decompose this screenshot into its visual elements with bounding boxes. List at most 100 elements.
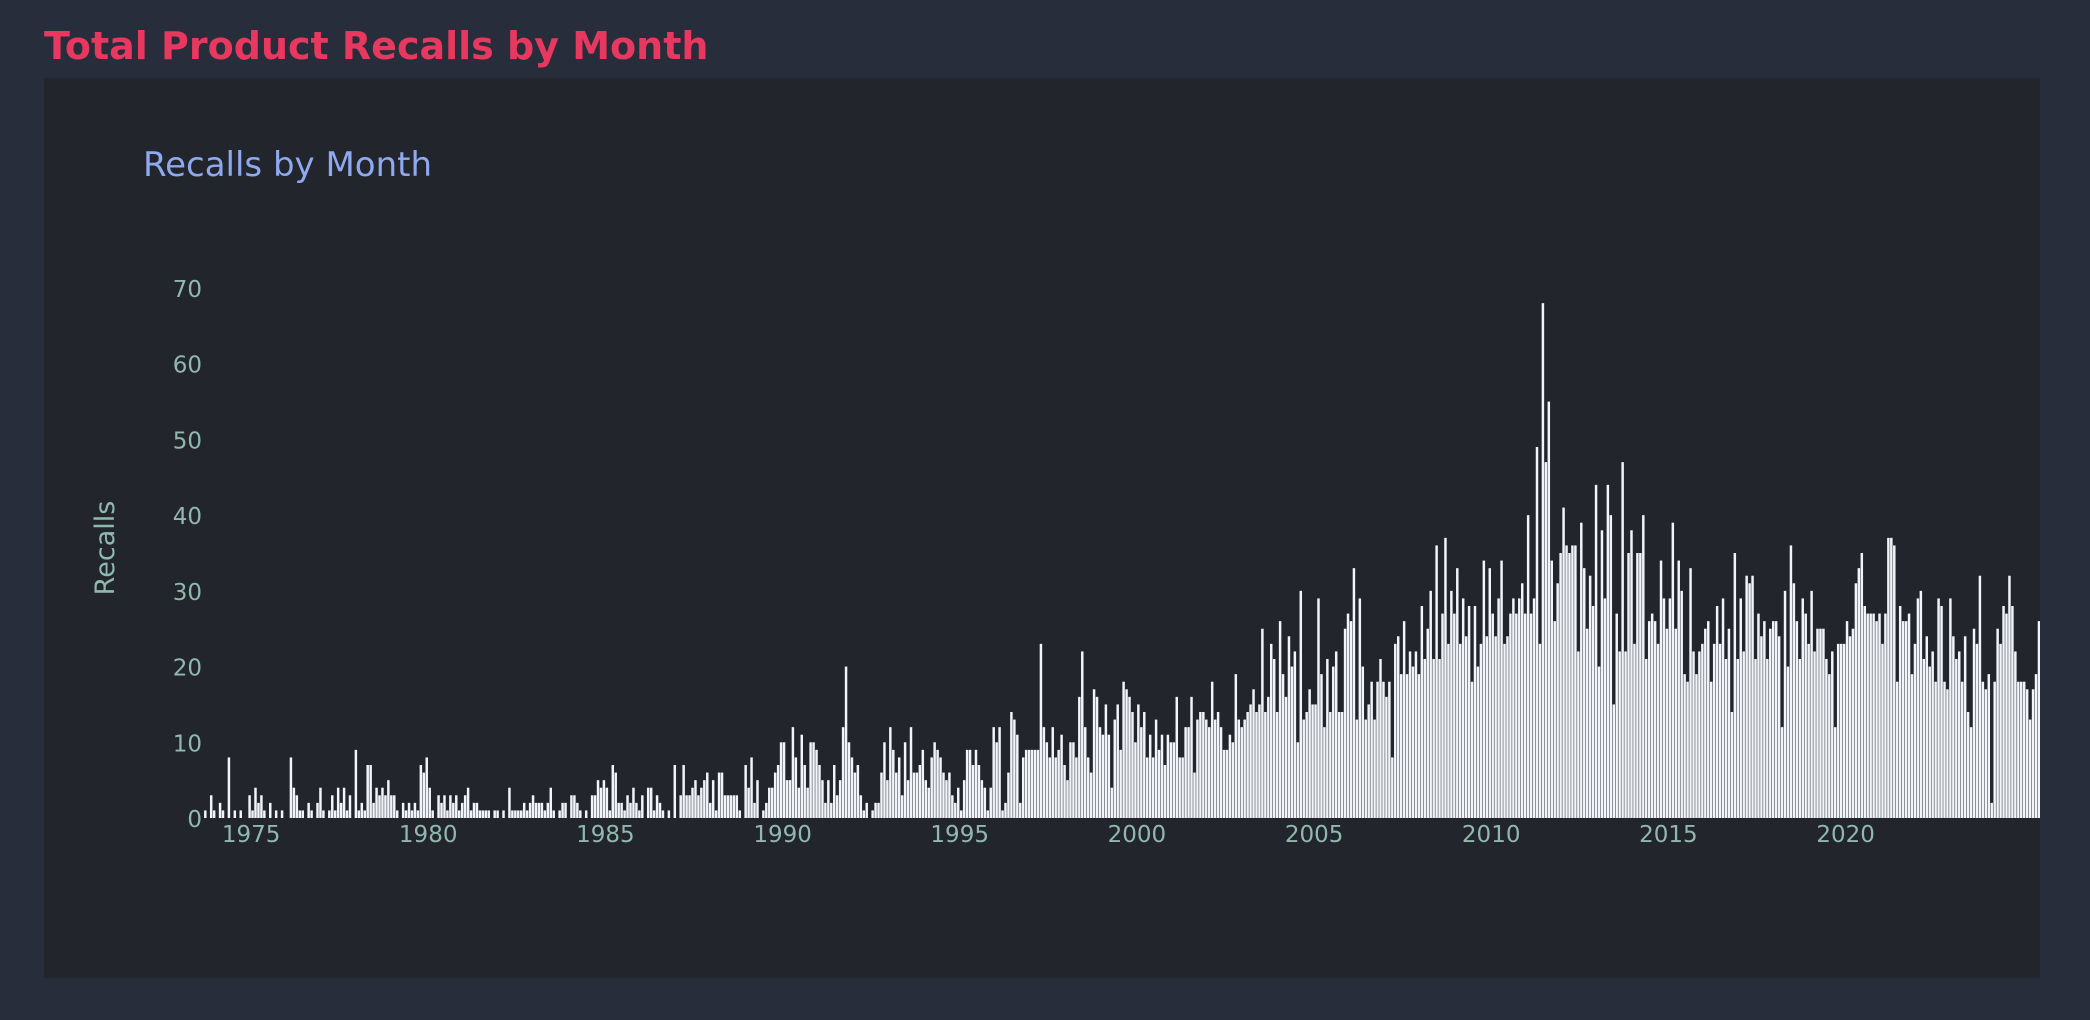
bar: [307, 802, 310, 818]
bar: [319, 787, 322, 818]
bar: [449, 795, 452, 818]
bar: [1786, 666, 1790, 818]
bar: [1890, 537, 1893, 818]
x-tick-label: 2000: [1108, 822, 1167, 848]
bar: [1405, 674, 1409, 818]
bar: [1358, 598, 1362, 818]
bar: [744, 765, 747, 818]
bar: [525, 810, 529, 818]
bar: [1795, 621, 1799, 818]
bar: [1450, 590, 1453, 818]
bar: [1671, 522, 1675, 818]
bar: [1633, 643, 1636, 818]
bar: [1813, 651, 1816, 818]
bar: [254, 787, 257, 818]
bar: [646, 787, 650, 818]
bar: [1069, 742, 1072, 818]
bar: [1559, 553, 1562, 818]
bar: [1748, 583, 1751, 818]
bar: [1063, 765, 1066, 818]
bar: [257, 802, 260, 818]
x-tick-label: 1995: [930, 822, 989, 848]
bar: [895, 772, 898, 818]
bar: [1819, 628, 1822, 818]
bar: [655, 795, 659, 818]
bar: [1972, 628, 1976, 818]
bar: [1491, 613, 1494, 818]
bar: [1946, 689, 1949, 818]
bar: [1839, 643, 1843, 818]
bar: [1154, 719, 1158, 818]
bar: [596, 780, 600, 818]
bar: [558, 810, 561, 818]
bar: [204, 810, 207, 818]
bar: [883, 742, 886, 818]
bar: [366, 765, 369, 818]
bar: [694, 780, 697, 818]
bar: [2034, 674, 2038, 818]
bar: [1234, 674, 1238, 818]
bar: [865, 802, 868, 818]
bar: [1060, 734, 1063, 818]
bar: [1187, 727, 1190, 818]
bar: [1190, 696, 1193, 818]
bar: [1928, 666, 1931, 818]
bar: [1010, 712, 1013, 818]
bar: [957, 787, 960, 818]
bar: [1940, 606, 1943, 818]
bar: [469, 810, 473, 818]
bar: [1497, 598, 1500, 818]
bar: [487, 810, 490, 818]
bar: [1228, 734, 1232, 818]
bar: [726, 795, 730, 818]
bar: [292, 787, 296, 818]
bar: [1639, 553, 1642, 818]
bar: [909, 727, 913, 818]
bar: [269, 802, 272, 818]
bar: [1919, 590, 1923, 818]
bar: [1488, 568, 1491, 818]
bar: [1532, 598, 1536, 818]
y-axis-ticks: 0 10 20 30 40 50 60 70: [173, 277, 202, 833]
bar: [1615, 613, 1618, 818]
bar: [1001, 810, 1004, 818]
bar: [1131, 712, 1134, 818]
bar: [1583, 568, 1586, 818]
bar: [452, 802, 455, 818]
bar: [611, 765, 615, 818]
bar: [1385, 696, 1388, 818]
bar: [1674, 628, 1678, 818]
bar: [1709, 681, 1713, 818]
bar: [667, 810, 671, 818]
bar: [785, 780, 789, 818]
bar: [951, 795, 954, 818]
bar: [1689, 568, 1692, 818]
bar: [1411, 666, 1415, 818]
bar: [1541, 303, 1545, 818]
bar: [1712, 643, 1716, 818]
bar: [762, 810, 765, 818]
bar: [534, 802, 538, 818]
bar: [1931, 651, 1934, 818]
bar: [1078, 696, 1081, 818]
bar: [1987, 674, 1991, 818]
bar: [1585, 628, 1589, 818]
bar: [1296, 742, 1300, 818]
bar: [1612, 704, 1616, 818]
bar: [1538, 643, 1542, 818]
bar: [1978, 575, 1982, 818]
bar: [706, 772, 709, 818]
bar: [989, 787, 992, 818]
bar: [685, 795, 688, 818]
bar: [711, 780, 715, 818]
bar: [599, 787, 603, 818]
bar: [1420, 606, 1424, 818]
bar: [1252, 689, 1255, 818]
bar: [1594, 484, 1598, 818]
bar: [1553, 621, 1556, 818]
bar: [1597, 666, 1601, 818]
bar: [561, 802, 564, 818]
bar: [1662, 598, 1666, 818]
x-tick-label: 2015: [1639, 822, 1698, 848]
y-tick-label: 70: [173, 277, 202, 303]
